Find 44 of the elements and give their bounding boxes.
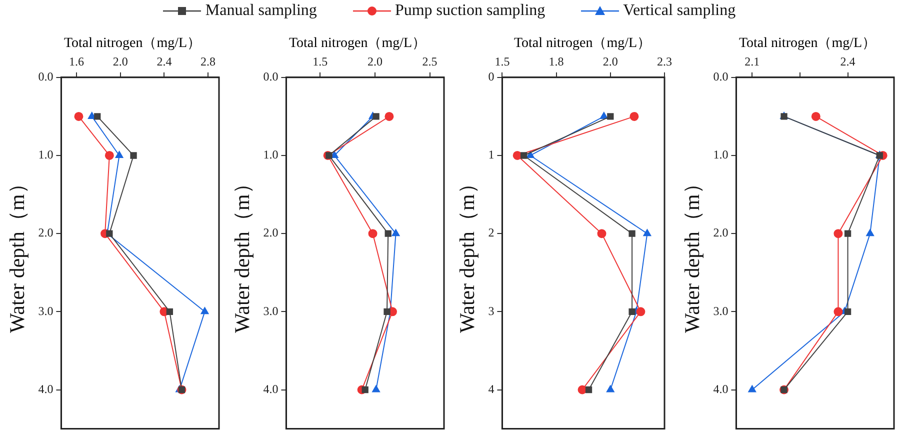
x-axis-title: Total nitrogen（mg/L） — [738, 35, 878, 52]
x-tick-label: 2.0 — [367, 54, 382, 68]
x-tick-label: 2.0 — [112, 54, 128, 68]
y-tick-label: 2.0 — [263, 226, 278, 240]
x-tick-label: 2.8 — [200, 54, 216, 68]
legend-label: Manual sampling — [205, 2, 317, 20]
y-axis-title: Water depth（m） — [5, 173, 30, 334]
legend-label: Vertical sampling — [623, 2, 736, 20]
y-tick-label: 0.0 — [263, 70, 278, 84]
y-tick-label: 1.0 — [263, 148, 278, 162]
y-tick-label: 0 — [488, 70, 494, 84]
y-tick-label: 4.0 — [713, 382, 728, 396]
x-tick-label: 1.6 — [69, 54, 84, 68]
x-tick-label: 2.0 — [602, 54, 618, 68]
x-tick-label: 2.1 — [744, 54, 760, 68]
y-tick-label: 1 — [488, 148, 494, 162]
x-tick-label: 2.4 — [840, 54, 856, 68]
y-axis-title: Water depth（m） — [230, 173, 254, 334]
y-tick-label: 4.0 — [263, 382, 278, 396]
x-axis-title: Total nitrogen（mg/L） — [62, 35, 202, 52]
x-tick-label: 1.8 — [548, 54, 564, 68]
y-tick-label: 4.0 — [38, 382, 54, 396]
y-tick-label: 3.0 — [713, 304, 728, 318]
y-tick-label: 3.0 — [38, 304, 54, 318]
x-axis-title: Total nitrogen（mg/L） — [288, 35, 428, 52]
y-tick-label: 0.0 — [713, 70, 728, 84]
y-tick-label: 3 — [488, 304, 494, 318]
legend-label: Pump suction sampling — [394, 2, 546, 20]
y-tick-label: 1.0 — [713, 148, 728, 162]
x-tick-label: 1.5 — [312, 54, 328, 68]
y-tick-label: 1.0 — [38, 148, 54, 162]
x-axis-title: Total nitrogen（mg/L） — [512, 35, 652, 52]
y-tick-label: 2.0 — [713, 226, 728, 240]
x-tick-label: 2.3 — [657, 54, 672, 68]
x-tick-label: 2.4 — [156, 54, 172, 68]
y-tick-label: 2 — [488, 226, 494, 240]
y-tick-label: 3.0 — [263, 304, 278, 318]
y-tick-label: 4 — [488, 382, 494, 396]
y-axis-title: Water depth（m） — [455, 173, 480, 334]
y-tick-label: 0.0 — [38, 70, 54, 84]
y-axis-title: Water depth（m） — [680, 173, 704, 334]
x-tick-label: 2.5 — [422, 54, 438, 68]
x-tick-label: 1.5 — [494, 54, 510, 68]
y-tick-label: 2.0 — [38, 226, 54, 240]
